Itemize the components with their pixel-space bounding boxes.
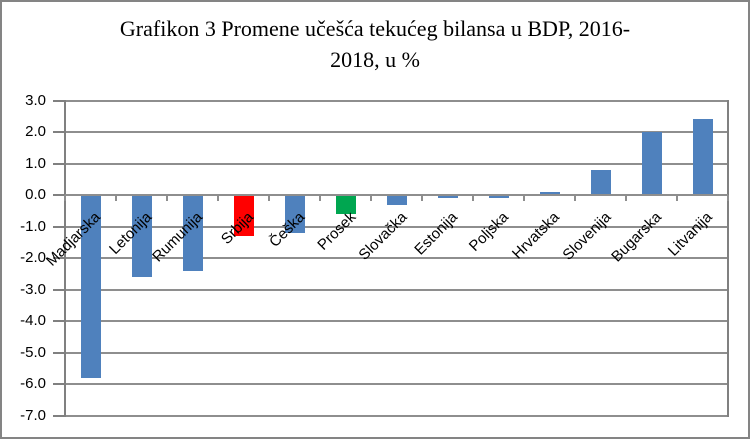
category-label-poljska: Poljska — [465, 208, 513, 255]
gridline — [65, 225, 728, 228]
gridline — [65, 414, 728, 417]
category-label-estonija: Estonija — [411, 208, 462, 259]
bar-prosek — [335, 195, 356, 214]
x-axis-tick — [217, 195, 219, 202]
y-axis-tick — [53, 414, 65, 417]
y-axis-tick — [53, 162, 65, 165]
y-axis-tick — [53, 131, 65, 134]
y-tick-label: -7.0 — [20, 406, 46, 424]
category-label-litvanija: Litvanija — [665, 208, 717, 260]
y-axis-tick — [53, 257, 65, 260]
y-axis-line — [64, 99, 66, 417]
y-axis-tick — [53, 320, 65, 323]
bar-poljska — [488, 195, 509, 199]
y-tick-label: 2.0 — [25, 123, 46, 141]
y-tick-label: -4.0 — [20, 312, 46, 330]
bar-letonija — [131, 195, 152, 278]
x-axis-tick — [676, 195, 678, 202]
x-axis-tick — [370, 195, 372, 202]
y-axis-tick — [53, 225, 65, 228]
y-axis-tick — [53, 194, 65, 197]
gridline — [65, 351, 728, 354]
y-axis-tick — [53, 288, 65, 291]
gridline — [65, 131, 728, 134]
bar-srbija — [233, 195, 254, 237]
x-axis-tick — [268, 195, 270, 202]
gridline — [65, 383, 728, 386]
category-label-hrvatska: Hrvatska — [509, 208, 564, 263]
x-axis-tick — [523, 195, 525, 202]
bar-slovačka — [386, 195, 407, 205]
x-axis-tick — [574, 195, 576, 202]
y-tick-label: 1.0 — [25, 154, 46, 172]
y-tick-label: -2.0 — [20, 249, 46, 267]
gridline — [65, 288, 728, 291]
x-axis-tick — [115, 195, 117, 202]
y-tick-label: 3.0 — [25, 91, 46, 109]
x-axis-tick — [166, 195, 168, 202]
y-axis-tick — [53, 383, 65, 386]
x-axis-tick — [472, 195, 474, 202]
y-tick-label: -6.0 — [20, 375, 46, 393]
bar-slovenija — [590, 169, 611, 196]
gridline — [65, 257, 728, 260]
bar-rumunija — [182, 195, 203, 271]
bar-hrvatska — [539, 191, 560, 196]
x-axis-tick — [625, 195, 627, 202]
chart-title-line2: 2018, u % — [330, 47, 420, 72]
bar-estonija — [437, 195, 458, 199]
x-axis-line — [65, 194, 728, 197]
bar-češka — [284, 195, 305, 233]
y-tick-label: -5.0 — [20, 343, 46, 361]
x-axis-tick — [727, 195, 729, 202]
y-tick-label: -3.0 — [20, 280, 46, 298]
x-axis-tick — [319, 195, 321, 202]
gridline — [65, 320, 728, 323]
x-axis-tick — [64, 195, 66, 202]
chart-title: Grafikon 3 Promene učešća tekućeg bilans… — [0, 13, 750, 75]
bar-bugarska — [641, 132, 662, 196]
chart-title-line1: Grafikon 3 Promene učešća tekućeg bilans… — [119, 16, 631, 41]
category-label-prosek: Prosek — [314, 208, 360, 254]
gridline — [65, 162, 728, 165]
y-tick-label: 0.0 — [25, 186, 46, 204]
gridline — [65, 99, 728, 102]
bar-madjarska — [80, 195, 101, 378]
x-axis-tick — [421, 195, 423, 202]
y-tick-label: -1.0 — [20, 217, 46, 235]
plot-right-border — [727, 99, 729, 417]
y-axis-tick — [53, 351, 65, 354]
y-axis-tick — [53, 99, 65, 102]
bar-litvanija — [692, 119, 713, 196]
